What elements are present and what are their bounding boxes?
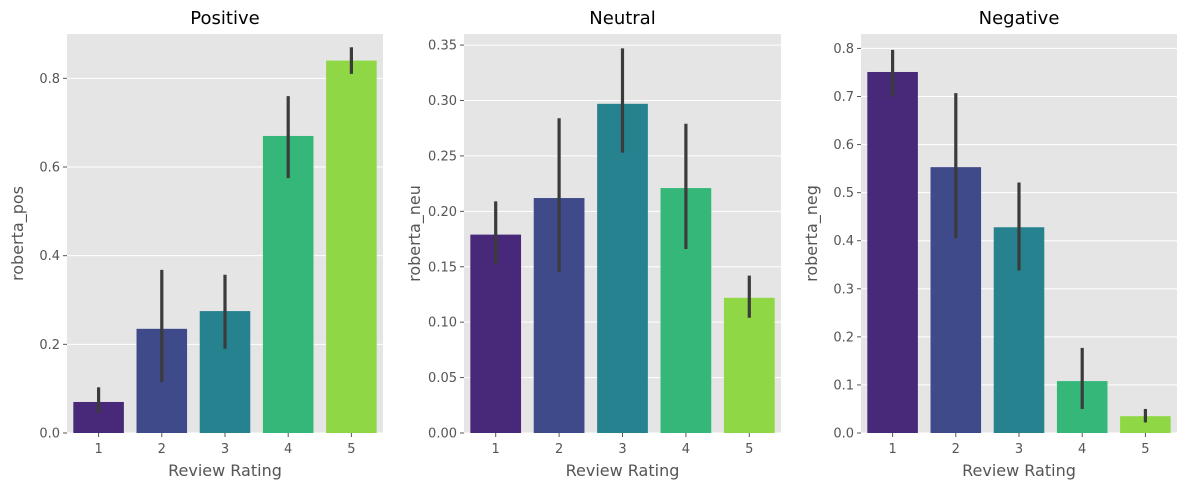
positive-bar-4 — [262, 135, 314, 433]
negative-y-tick-label: 0.6 — [833, 138, 854, 153]
neutral-y-tick-label: 0.05 — [428, 371, 457, 386]
positive-x-axis-label: Review Rating — [168, 461, 282, 480]
positive-panel: 0.0 0.2 0.4 0.6 0.8 1 2 3 4 5 Positive Review Ra… — [8, 8, 383, 480]
neutral-x-ticks: 1 2 3 4 5 — [492, 433, 753, 457]
negative-x-tick-label: 2 — [952, 442, 960, 457]
neutral-y-tick-label: 0.20 — [428, 205, 457, 220]
negative-bar-5 — [1120, 416, 1171, 433]
positive-y-tick-label: 0.0 — [39, 427, 60, 442]
neutral-y-tick-label: 0.00 — [428, 427, 457, 442]
negative-panel: 0.0 0.1 0.2 0.3 0.4 0.5 0.6 0.7 0.8 1 2 3 4 5 Negati… — [802, 8, 1177, 480]
neutral-x-tick-label: 2 — [555, 442, 563, 457]
negative-y-ticks: 0.0 0.1 0.2 0.3 0.4 0.5 0.6 0.7 0.8 — [833, 42, 861, 442]
neutral-y-ticks: 0.00 0.05 0.10 0.15 0.20 0.25 0.30 0.35 — [428, 39, 464, 442]
negative-y-axis-label: roberta_neg — [802, 185, 822, 282]
neutral-bar-3 — [597, 103, 648, 433]
neutral-bars — [470, 103, 775, 433]
positive-y-tick-label: 0.2 — [39, 338, 60, 353]
negative-error-bars — [890, 49, 1148, 423]
negative-y-tick-label: 0.2 — [833, 330, 854, 345]
neutral-y-tick-label: 0.35 — [428, 39, 457, 54]
positive-x-tick-label: 4 — [284, 442, 292, 457]
neutral-bar-1 — [470, 234, 522, 433]
negative-x-ticks: 1 2 3 4 5 — [888, 433, 1150, 457]
negative-y-tick-label: 0.5 — [833, 186, 854, 201]
negative-y-tick-label: 0.7 — [833, 90, 854, 105]
positive-y-tick-label: 0.8 — [39, 72, 60, 87]
neutral-error-bars — [494, 48, 751, 318]
positive-x-ticks: 1 2 3 4 5 — [94, 433, 356, 457]
negative-x-tick-label: 4 — [1078, 442, 1086, 457]
positive-x-tick-label: 1 — [94, 442, 102, 457]
positive-x-tick-label: 5 — [347, 442, 355, 457]
positive-title: Positive — [190, 8, 259, 29]
negative-x-tick-label: 1 — [888, 442, 896, 457]
positive-error-bars — [96, 47, 353, 414]
negative-x-tick-label: 5 — [1141, 442, 1149, 457]
neutral-x-axis-label: Review Rating — [566, 461, 680, 480]
neutral-x-tick-label: 3 — [618, 442, 626, 457]
positive-y-tick-label: 0.6 — [39, 161, 60, 176]
neutral-y-tick-label: 0.30 — [428, 94, 457, 109]
neutral-y-tick-label: 0.25 — [428, 149, 457, 164]
negative-y-tick-label: 0.1 — [833, 378, 854, 393]
negative-y-tick-label: 0.0 — [833, 427, 854, 442]
positive-bar-5 — [326, 60, 377, 433]
negative-title: Negative — [979, 8, 1060, 29]
neutral-y-tick-label: 0.15 — [428, 260, 457, 275]
positive-y-ticks: 0.0 0.2 0.4 0.6 0.8 — [39, 72, 67, 442]
positive-x-tick-label: 3 — [221, 442, 229, 457]
neutral-x-tick-label: 5 — [745, 442, 753, 457]
negative-y-tick-label: 0.3 — [833, 282, 854, 297]
positive-y-axis-label: roberta_pos — [8, 186, 28, 281]
negative-y-tick-label: 0.4 — [833, 234, 854, 249]
neutral-x-tick-label: 4 — [682, 442, 690, 457]
neutral-y-tick-label: 0.10 — [428, 316, 457, 331]
neutral-panel: 0.00 0.05 0.10 0.15 0.20 0.25 0.30 0.35 1 2 3 4 5 N… — [405, 8, 781, 480]
positive-x-tick-label: 2 — [158, 442, 166, 457]
neutral-title: Neutral — [589, 8, 655, 29]
neutral-x-tick-label: 1 — [492, 442, 500, 457]
negative-x-tick-label: 3 — [1015, 442, 1023, 457]
positive-y-tick-label: 0.4 — [39, 249, 60, 264]
neutral-bar-5 — [723, 297, 775, 433]
negative-bar-1 — [867, 71, 918, 433]
neutral-y-axis-label: roberta_neu — [405, 185, 425, 282]
negative-x-axis-label: Review Rating — [962, 461, 1076, 480]
negative-y-tick-label: 0.8 — [833, 42, 854, 57]
